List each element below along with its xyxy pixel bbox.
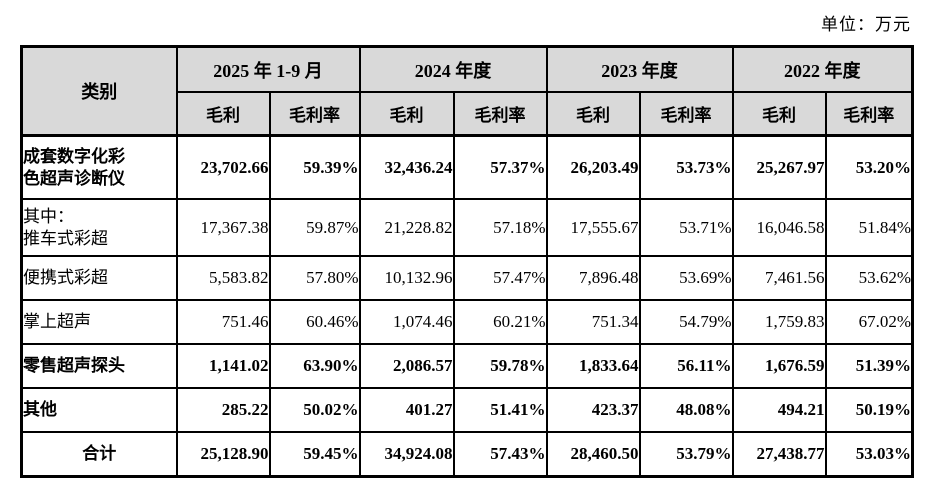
cell-gross-margin: 59.87% xyxy=(268,198,361,257)
cell-gross-profit: 7,896.48 xyxy=(545,255,641,301)
cell-gross-profit: 27,438.77 xyxy=(731,431,827,478)
header-gross-profit: 毛利 xyxy=(175,91,271,137)
cell-gross-profit: 7,461.56 xyxy=(731,255,827,301)
row-label: 其他 xyxy=(20,387,178,433)
cell-gross-profit: 401.27 xyxy=(358,387,455,433)
header-period-2022: 2022 年度 xyxy=(731,45,914,93)
cell-gross-profit: 17,555.67 xyxy=(545,198,641,257)
table-row: 其他 285.22 50.02% 401.27 51.41% 423.37 48… xyxy=(20,387,914,433)
cell-gross-margin: 57.37% xyxy=(452,134,548,200)
row-label: 便携式彩超 xyxy=(20,255,178,301)
cell-gross-margin: 51.39% xyxy=(824,343,914,389)
header-gross-margin: 毛利率 xyxy=(824,91,914,137)
cell-gross-margin: 53.79% xyxy=(638,431,734,478)
cell-gross-margin: 57.80% xyxy=(268,255,361,301)
cell-gross-margin: 60.46% xyxy=(268,299,361,345)
row-label: 零售超声探头 xyxy=(20,343,178,389)
row-label-total: 合计 xyxy=(20,431,178,478)
table-row: 掌上超声 751.46 60.46% 1,074.46 60.21% 751.3… xyxy=(20,299,914,345)
cell-gross-profit: 25,267.97 xyxy=(731,134,827,200)
table-row: 其中： 推车式彩超 17,367.38 59.87% 21,228.82 57.… xyxy=(20,198,914,257)
cell-gross-profit: 34,924.08 xyxy=(358,431,455,478)
cell-gross-margin: 56.11% xyxy=(638,343,734,389)
cell-gross-margin: 48.08% xyxy=(638,387,734,433)
cell-gross-margin: 59.39% xyxy=(268,134,361,200)
cell-gross-profit: 1,141.02 xyxy=(175,343,271,389)
header-gross-profit: 毛利 xyxy=(731,91,827,137)
unit-label: 单位：万元 xyxy=(821,15,911,34)
header-gross-profit: 毛利 xyxy=(545,91,641,137)
cell-gross-profit: 28,460.50 xyxy=(545,431,641,478)
cell-gross-margin: 53.71% xyxy=(638,198,734,257)
cell-gross-profit: 285.22 xyxy=(175,387,271,433)
cell-gross-margin: 50.02% xyxy=(268,387,361,433)
header-gross-margin: 毛利率 xyxy=(452,91,548,137)
cell-gross-profit: 23,702.66 xyxy=(175,134,271,200)
cell-gross-margin: 59.45% xyxy=(268,431,361,478)
cell-gross-profit: 16,046.58 xyxy=(731,198,827,257)
cell-gross-margin: 53.69% xyxy=(638,255,734,301)
cell-gross-profit: 10,132.96 xyxy=(358,255,455,301)
cell-gross-margin: 51.84% xyxy=(824,198,914,257)
table-row-total: 合计 25,128.90 59.45% 34,924.08 57.43% 28,… xyxy=(20,431,914,478)
cell-gross-profit: 751.34 xyxy=(545,299,641,345)
header-period-2024: 2024 年度 xyxy=(358,45,548,93)
header-gross-profit: 毛利 xyxy=(358,91,455,137)
cell-gross-margin: 63.90% xyxy=(268,343,361,389)
cell-gross-margin: 57.43% xyxy=(452,431,548,478)
cell-gross-profit: 25,128.90 xyxy=(175,431,271,478)
header-period-2023: 2023 年度 xyxy=(545,45,734,93)
cell-gross-margin: 54.79% xyxy=(638,299,734,345)
header-category: 类别 xyxy=(20,45,178,137)
cell-gross-margin: 53.03% xyxy=(824,431,914,478)
row-label: 其中： 推车式彩超 xyxy=(20,198,178,257)
cell-gross-profit: 1,833.64 xyxy=(545,343,641,389)
cell-gross-profit: 26,203.49 xyxy=(545,134,641,200)
row-label: 成套数字化彩 色超声诊断仪 xyxy=(20,134,178,200)
header-period-2025: 2025 年 1-9 月 xyxy=(175,45,361,93)
cell-gross-profit: 1,074.46 xyxy=(358,299,455,345)
header-gross-margin: 毛利率 xyxy=(268,91,361,137)
cell-gross-margin: 51.41% xyxy=(452,387,548,433)
gross-profit-table: 类别 2025 年 1-9 月 2024 年度 2023 年度 2022 年度 … xyxy=(20,45,914,478)
cell-gross-margin: 53.62% xyxy=(824,255,914,301)
cell-gross-profit: 1,759.83 xyxy=(731,299,827,345)
table-row: 成套数字化彩 色超声诊断仪 23,702.66 59.39% 32,436.24… xyxy=(20,134,914,200)
cell-gross-margin: 53.20% xyxy=(824,134,914,200)
cell-gross-margin: 53.73% xyxy=(638,134,734,200)
row-label: 掌上超声 xyxy=(20,299,178,345)
header-gross-margin: 毛利率 xyxy=(638,91,734,137)
cell-gross-profit: 5,583.82 xyxy=(175,255,271,301)
cell-gross-margin: 67.02% xyxy=(824,299,914,345)
cell-gross-margin: 60.21% xyxy=(452,299,548,345)
cell-gross-profit: 21,228.82 xyxy=(358,198,455,257)
cell-gross-profit: 494.21 xyxy=(731,387,827,433)
cell-gross-profit: 751.46 xyxy=(175,299,271,345)
cell-gross-profit: 2,086.57 xyxy=(358,343,455,389)
cell-gross-margin: 57.47% xyxy=(452,255,548,301)
cell-gross-profit: 1,676.59 xyxy=(731,343,827,389)
cell-gross-profit: 32,436.24 xyxy=(358,134,455,200)
cell-gross-margin: 50.19% xyxy=(824,387,914,433)
table-row: 便携式彩超 5,583.82 57.80% 10,132.96 57.47% 7… xyxy=(20,255,914,301)
cell-gross-margin: 57.18% xyxy=(452,198,548,257)
cell-gross-margin: 59.78% xyxy=(452,343,548,389)
cell-gross-profit: 423.37 xyxy=(545,387,641,433)
table-row: 零售超声探头 1,141.02 63.90% 2,086.57 59.78% 1… xyxy=(20,343,914,389)
cell-gross-profit: 17,367.38 xyxy=(175,198,271,257)
